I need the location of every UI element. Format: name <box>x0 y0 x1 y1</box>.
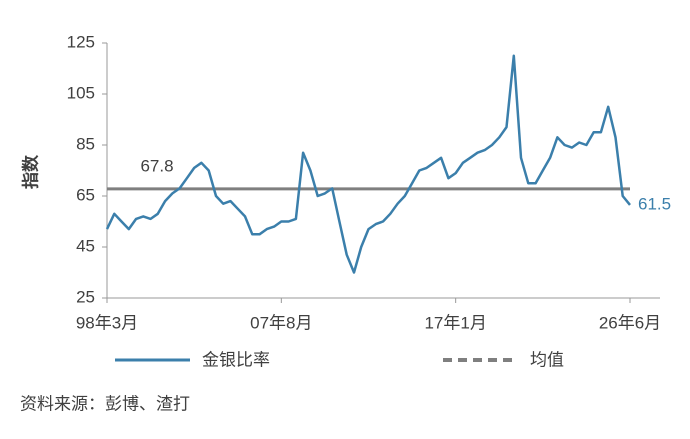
x-tick-label: 17年1月 <box>424 313 486 332</box>
y-axis-label: 指数 <box>20 154 40 189</box>
y-tick-label: 25 <box>76 287 95 306</box>
y-tick-label: 45 <box>76 236 95 255</box>
legend-label: 金银比率 <box>202 350 270 369</box>
source-note: 资料来源：彭博、渣打 <box>20 394 190 413</box>
y-tick-label: 85 <box>76 134 95 153</box>
y-tick-label: 125 <box>67 32 95 51</box>
end-value-label: 61.5 <box>638 194 671 213</box>
y-tick-label: 105 <box>67 83 95 102</box>
mean-label: 67.8 <box>140 156 173 175</box>
y-tick-label: 65 <box>76 185 95 204</box>
x-tick-label: 98年3月 <box>76 313 138 332</box>
series-line <box>105 54 631 274</box>
x-tick-label: 07年8月 <box>250 313 312 332</box>
x-tick-label: 26年6月 <box>599 313 661 332</box>
legend-label: 均值 <box>530 350 564 369</box>
